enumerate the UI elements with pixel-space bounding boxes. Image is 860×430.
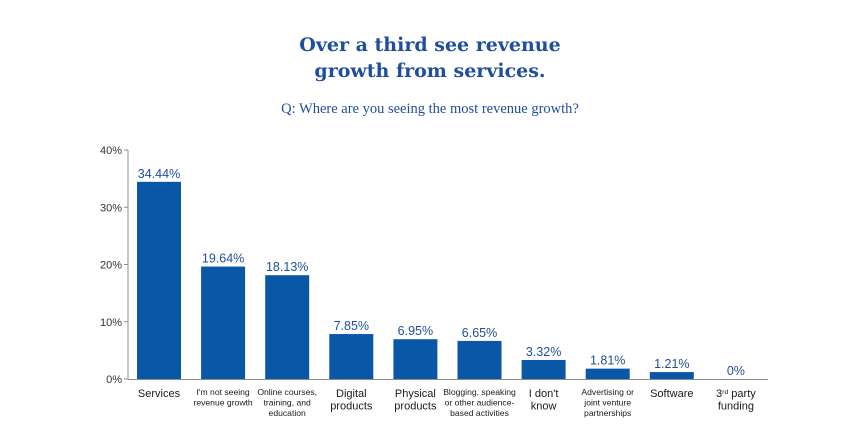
bar <box>649 372 694 379</box>
x-tick-label: Digital <box>336 388 367 400</box>
x-tick-label: Physical <box>395 388 436 400</box>
y-tick-label: 30% <box>100 202 122 214</box>
x-tick-label: funding <box>718 401 754 413</box>
bar <box>137 181 181 379</box>
chart-title-line-2: growth from services. <box>314 60 546 82</box>
x-tick-label: partnerships <box>584 408 631 418</box>
bar-value-label: 1.21% <box>654 357 689 371</box>
x-tick-label: Services <box>138 388 181 400</box>
bar-value-label: 7.85% <box>334 319 369 333</box>
bar <box>457 340 502 379</box>
y-tick-label: 10% <box>100 317 122 329</box>
x-tick-label: or other audience- <box>445 398 515 408</box>
y-tick-label: 20% <box>100 260 122 272</box>
bar-value-label: 0% <box>727 364 745 378</box>
bar-value-label: 34.44% <box>138 167 180 181</box>
bar-value-label: 1.81% <box>590 354 625 368</box>
x-tick-label: I don't <box>529 388 559 400</box>
bar <box>585 368 630 379</box>
bar-value-label: 6.95% <box>398 324 433 338</box>
bar <box>521 359 566 379</box>
bar <box>201 266 246 379</box>
bar-value-label: 3.32% <box>526 345 561 359</box>
chart-title-line-1: Over a third see revenue <box>299 34 561 56</box>
x-tick-label: based activities <box>450 408 509 418</box>
bar <box>329 334 374 379</box>
x-tick-label: revenue growth <box>193 398 252 408</box>
y-tick-label: 40% <box>100 145 122 157</box>
x-tick-label: training, and <box>264 398 312 408</box>
bar-value-label: 19.64% <box>202 252 244 266</box>
x-tick-label: Software <box>650 388 693 400</box>
x-tick-label: education <box>269 408 306 418</box>
chart-subtitle: Q: Where are you seeing the most revenue… <box>281 101 579 117</box>
bar-value-label: 18.13% <box>266 260 308 274</box>
bar <box>393 339 438 379</box>
x-tick-label: products <box>330 401 373 413</box>
x-tick-label: Online courses, <box>257 387 317 397</box>
x-tick-label: Blogging, speaking <box>443 387 516 397</box>
x-tick-label: know <box>531 401 557 413</box>
bar <box>265 275 310 379</box>
x-tick-label: 3rd party <box>716 388 756 400</box>
y-tick-label: 0% <box>106 374 122 386</box>
x-tick-label: products <box>394 401 437 413</box>
x-tick-label: joint venture <box>583 398 631 408</box>
bar-value-label: 6.65% <box>462 326 497 340</box>
x-tick-label: I'm not seeing <box>196 387 249 397</box>
x-tick-label: Advertising or <box>581 387 634 397</box>
